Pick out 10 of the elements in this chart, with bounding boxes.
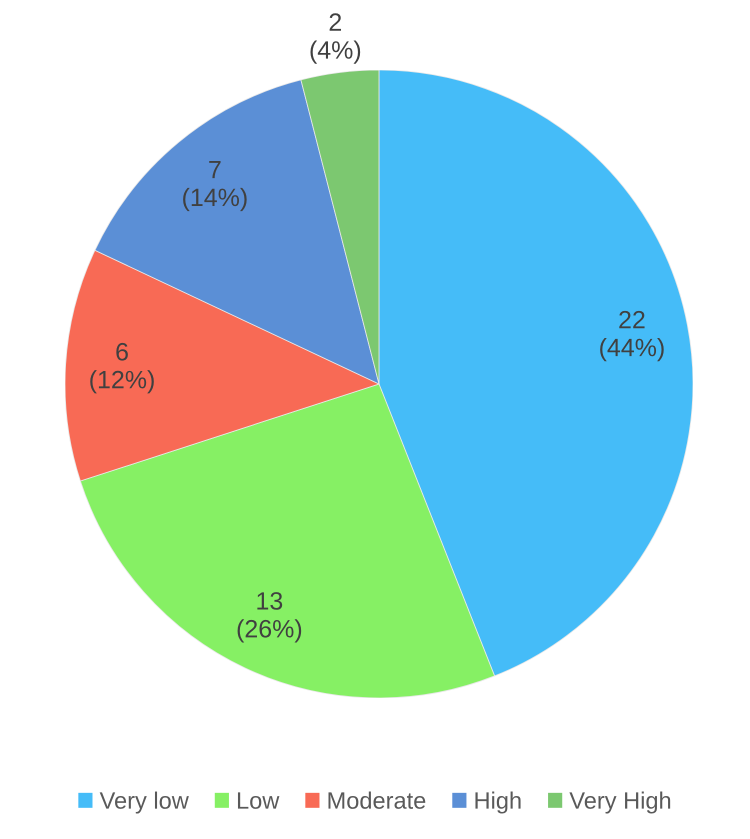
legend-label: Very low xyxy=(100,792,189,814)
legend-label: Very High xyxy=(569,792,670,814)
data-label: 2 (4%) xyxy=(310,13,360,64)
legend-label: Low xyxy=(238,792,280,809)
legend-label: Moderate xyxy=(328,792,426,809)
data-label: 13 (26%) xyxy=(238,592,302,643)
legend-label: High xyxy=(475,792,521,814)
data-label: 7 (14%) xyxy=(183,160,247,212)
data-label: 22 (44%) xyxy=(600,310,664,362)
data-label: 6 (12%) xyxy=(90,342,154,394)
